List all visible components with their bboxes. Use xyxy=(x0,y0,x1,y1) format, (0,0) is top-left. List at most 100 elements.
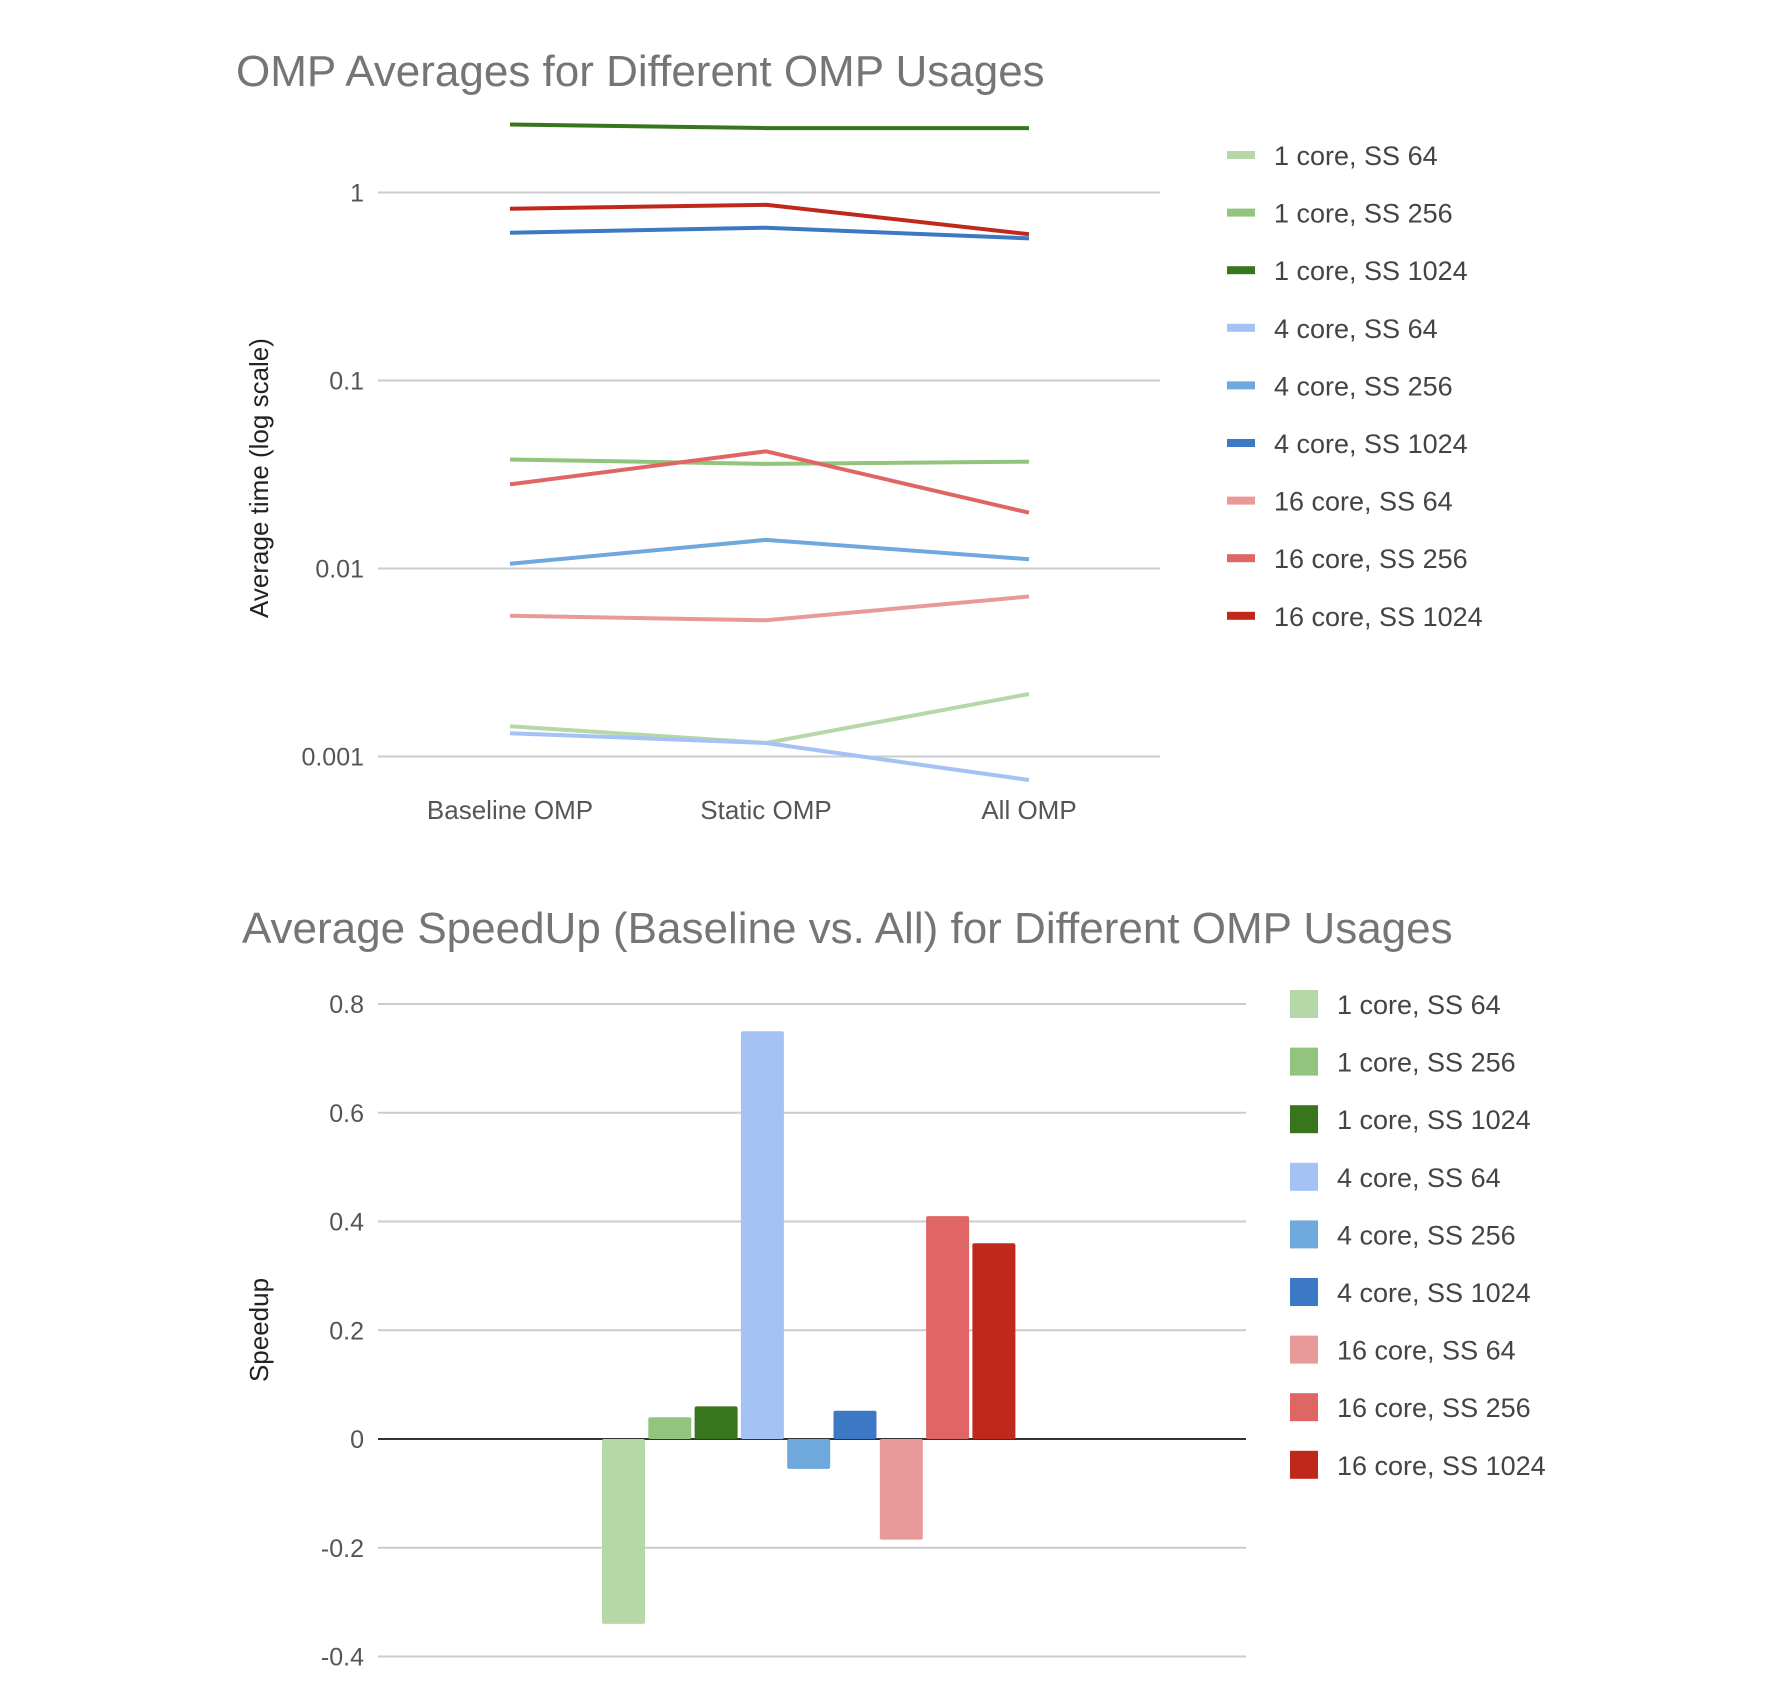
bar-chart-y-ticks: 0.8 0.6 0.4 0.2 0 -0.2 -0.4 xyxy=(321,991,364,1672)
line-x-tick-label: Static OMP xyxy=(700,795,831,825)
bar-4-core-ss-64 xyxy=(740,1031,784,1439)
line-x-tick-label: Baseline OMP xyxy=(427,795,593,825)
bar-legend-item: 16 core, SS 1024 xyxy=(1290,1450,1546,1481)
bar-1-core-ss-64 xyxy=(602,1439,645,1624)
line-legend-label: 4 core, SS 256 xyxy=(1274,371,1453,401)
line-legend-item: 4 core, SS 256 xyxy=(1227,371,1453,401)
bar-legend-item: 4 core, SS 64 xyxy=(1290,1162,1501,1193)
bar-legend-label: 1 core, SS 64 xyxy=(1337,990,1501,1020)
line-y-tick-label: 0.01 xyxy=(315,556,364,584)
bar-legend-label: 4 core, SS 64 xyxy=(1337,1163,1501,1193)
bar-legend-label: 1 core, SS 1024 xyxy=(1337,1105,1531,1135)
bar-y-tick-label: 0.4 xyxy=(329,1209,364,1237)
line-series-16-core-ss-64 xyxy=(509,594,1030,623)
bar-legend-label: 16 core, SS 64 xyxy=(1337,1336,1516,1366)
line-series-4-core-ss-1024 xyxy=(509,225,1030,241)
line-legend-item: 4 core, SS 1024 xyxy=(1227,429,1468,459)
line-legend-label: 16 core, SS 1024 xyxy=(1274,602,1483,632)
line-chart-x-ticks: Baseline OMP Static OMP All OMP xyxy=(427,795,1077,825)
line-legend-label: 16 core, SS 256 xyxy=(1274,544,1468,574)
bar-4-core-ss-1024 xyxy=(833,1410,877,1439)
bar-y-tick-label: 0.2 xyxy=(329,1317,364,1345)
line-legend-item: 1 core, SS 64 xyxy=(1227,141,1438,171)
line-y-tick-label: 0.1 xyxy=(329,367,364,395)
line-chart: OMP Averages for Different OMP Usages Av… xyxy=(236,47,1483,825)
bar-legend-label: 4 core, SS 256 xyxy=(1337,1220,1516,1250)
line-chart-legend: 1 core, SS 64 1 core, SS 256 1 core, SS 10… xyxy=(1227,141,1483,632)
line-legend-label: 1 core, SS 64 xyxy=(1274,141,1438,171)
bar-legend-item: 16 core, SS 256 xyxy=(1290,1393,1531,1423)
line-legend-item: 16 core, SS 1024 xyxy=(1227,602,1483,632)
bar-legend-item: 1 core, SS 256 xyxy=(1290,1047,1516,1078)
bar-legend-item: 1 core, SS 64 xyxy=(1290,990,1501,1020)
bar-y-tick-label: -0.2 xyxy=(321,1535,364,1563)
bar-4-core-ss-256 xyxy=(787,1439,831,1469)
bar-legend-swatch xyxy=(1290,1105,1318,1134)
bar-chart-legend: 1 core, SS 64 1 core, SS 256 1 core, SS 10… xyxy=(1290,990,1546,1481)
bar-1-core-ss-1024 xyxy=(694,1406,738,1439)
line-legend-item: 4 core, SS 64 xyxy=(1227,314,1438,344)
line-legend-item: 1 core, SS 1024 xyxy=(1227,256,1468,286)
bar-1-core-ss-256 xyxy=(648,1417,692,1439)
line-chart-series xyxy=(509,122,1030,782)
line-series-1-core-ss-256 xyxy=(509,457,1030,466)
line-series-16-core-ss-1024 xyxy=(509,202,1030,237)
line-chart-y-ticks: 1 0.1 0.01 0.001 xyxy=(301,179,364,771)
bar-legend-swatch xyxy=(1290,1162,1318,1191)
line-legend-item: 16 core, SS 64 xyxy=(1227,487,1453,517)
bar-y-tick-label: -0.4 xyxy=(321,1644,364,1672)
bar-legend-label: 4 core, SS 1024 xyxy=(1337,1278,1531,1308)
bar-chart: Average SpeedUp (Baseline vs. All) for D… xyxy=(242,904,1546,1672)
bar-chart-title: Average SpeedUp (Baseline vs. All) for D… xyxy=(242,904,1453,953)
bar-16-core-ss-64 xyxy=(879,1439,923,1540)
bar-y-tick-label: 0.6 xyxy=(329,1100,364,1128)
bar-legend-swatch xyxy=(1290,1220,1318,1249)
bar-legend-label: 16 core, SS 1024 xyxy=(1337,1451,1546,1481)
line-x-tick-label: All OMP xyxy=(981,795,1076,825)
bar-legend-swatch xyxy=(1290,1450,1318,1479)
line-legend-swatch xyxy=(1227,266,1255,275)
line-legend-swatch xyxy=(1227,611,1255,620)
line-legend-label: 1 core, SS 256 xyxy=(1274,199,1453,229)
bar-legend-item: 4 core, SS 1024 xyxy=(1290,1278,1531,1308)
line-series-1-core-ss-1024 xyxy=(509,122,1029,131)
line-legend-swatch xyxy=(1227,208,1255,217)
line-legend-swatch xyxy=(1227,554,1255,563)
bar-legend-label: 1 core, SS 256 xyxy=(1337,1048,1516,1078)
bar-legend-label: 16 core, SS 256 xyxy=(1337,1393,1531,1423)
bar-y-tick-label: 0.8 xyxy=(329,991,364,1019)
bar-legend-swatch xyxy=(1290,1393,1318,1422)
line-legend-swatch xyxy=(1227,323,1255,332)
bar-legend-item: 1 core, SS 1024 xyxy=(1290,1105,1531,1135)
line-series-4-core-ss-64 xyxy=(509,731,1030,782)
bar-y-tick-label: 0 xyxy=(350,1426,364,1454)
bar-legend-swatch xyxy=(1290,1278,1318,1306)
line-legend-item: 16 core, SS 256 xyxy=(1227,544,1468,574)
bar-legend-swatch xyxy=(1290,990,1318,1018)
line-series-16-core-ss-256 xyxy=(509,449,1030,515)
line-chart-title: OMP Averages for Different OMP Usages xyxy=(236,47,1045,96)
line-legend-item: 1 core, SS 256 xyxy=(1227,199,1453,229)
bar-chart-gridlines xyxy=(378,1003,1246,1658)
line-legend-swatch xyxy=(1227,381,1255,390)
line-y-tick-label: 1 xyxy=(350,179,364,207)
bar-legend-swatch xyxy=(1290,1335,1318,1364)
bar-16-core-ss-256 xyxy=(926,1216,970,1439)
bar-legend-swatch xyxy=(1290,1047,1318,1076)
line-chart-y-axis-label: Average time (log scale) xyxy=(244,338,274,618)
line-legend-label: 4 core, SS 64 xyxy=(1274,314,1438,344)
line-series-4-core-ss-256 xyxy=(509,537,1030,566)
bar-chart-bars xyxy=(602,1031,1016,1624)
line-y-tick-label: 0.001 xyxy=(301,744,364,772)
line-legend-swatch xyxy=(1227,496,1255,505)
bar-legend-item: 4 core, SS 256 xyxy=(1290,1220,1516,1250)
line-legend-swatch xyxy=(1227,151,1255,159)
bar-16-core-ss-1024 xyxy=(972,1243,1016,1439)
bar-chart-y-axis-label: Speedup xyxy=(244,1278,274,1382)
line-legend-label: 16 core, SS 64 xyxy=(1274,487,1453,517)
bar-legend-item: 16 core, SS 64 xyxy=(1290,1335,1516,1366)
line-legend-label: 1 core, SS 1024 xyxy=(1274,256,1468,286)
line-legend-label: 4 core, SS 1024 xyxy=(1274,429,1468,459)
